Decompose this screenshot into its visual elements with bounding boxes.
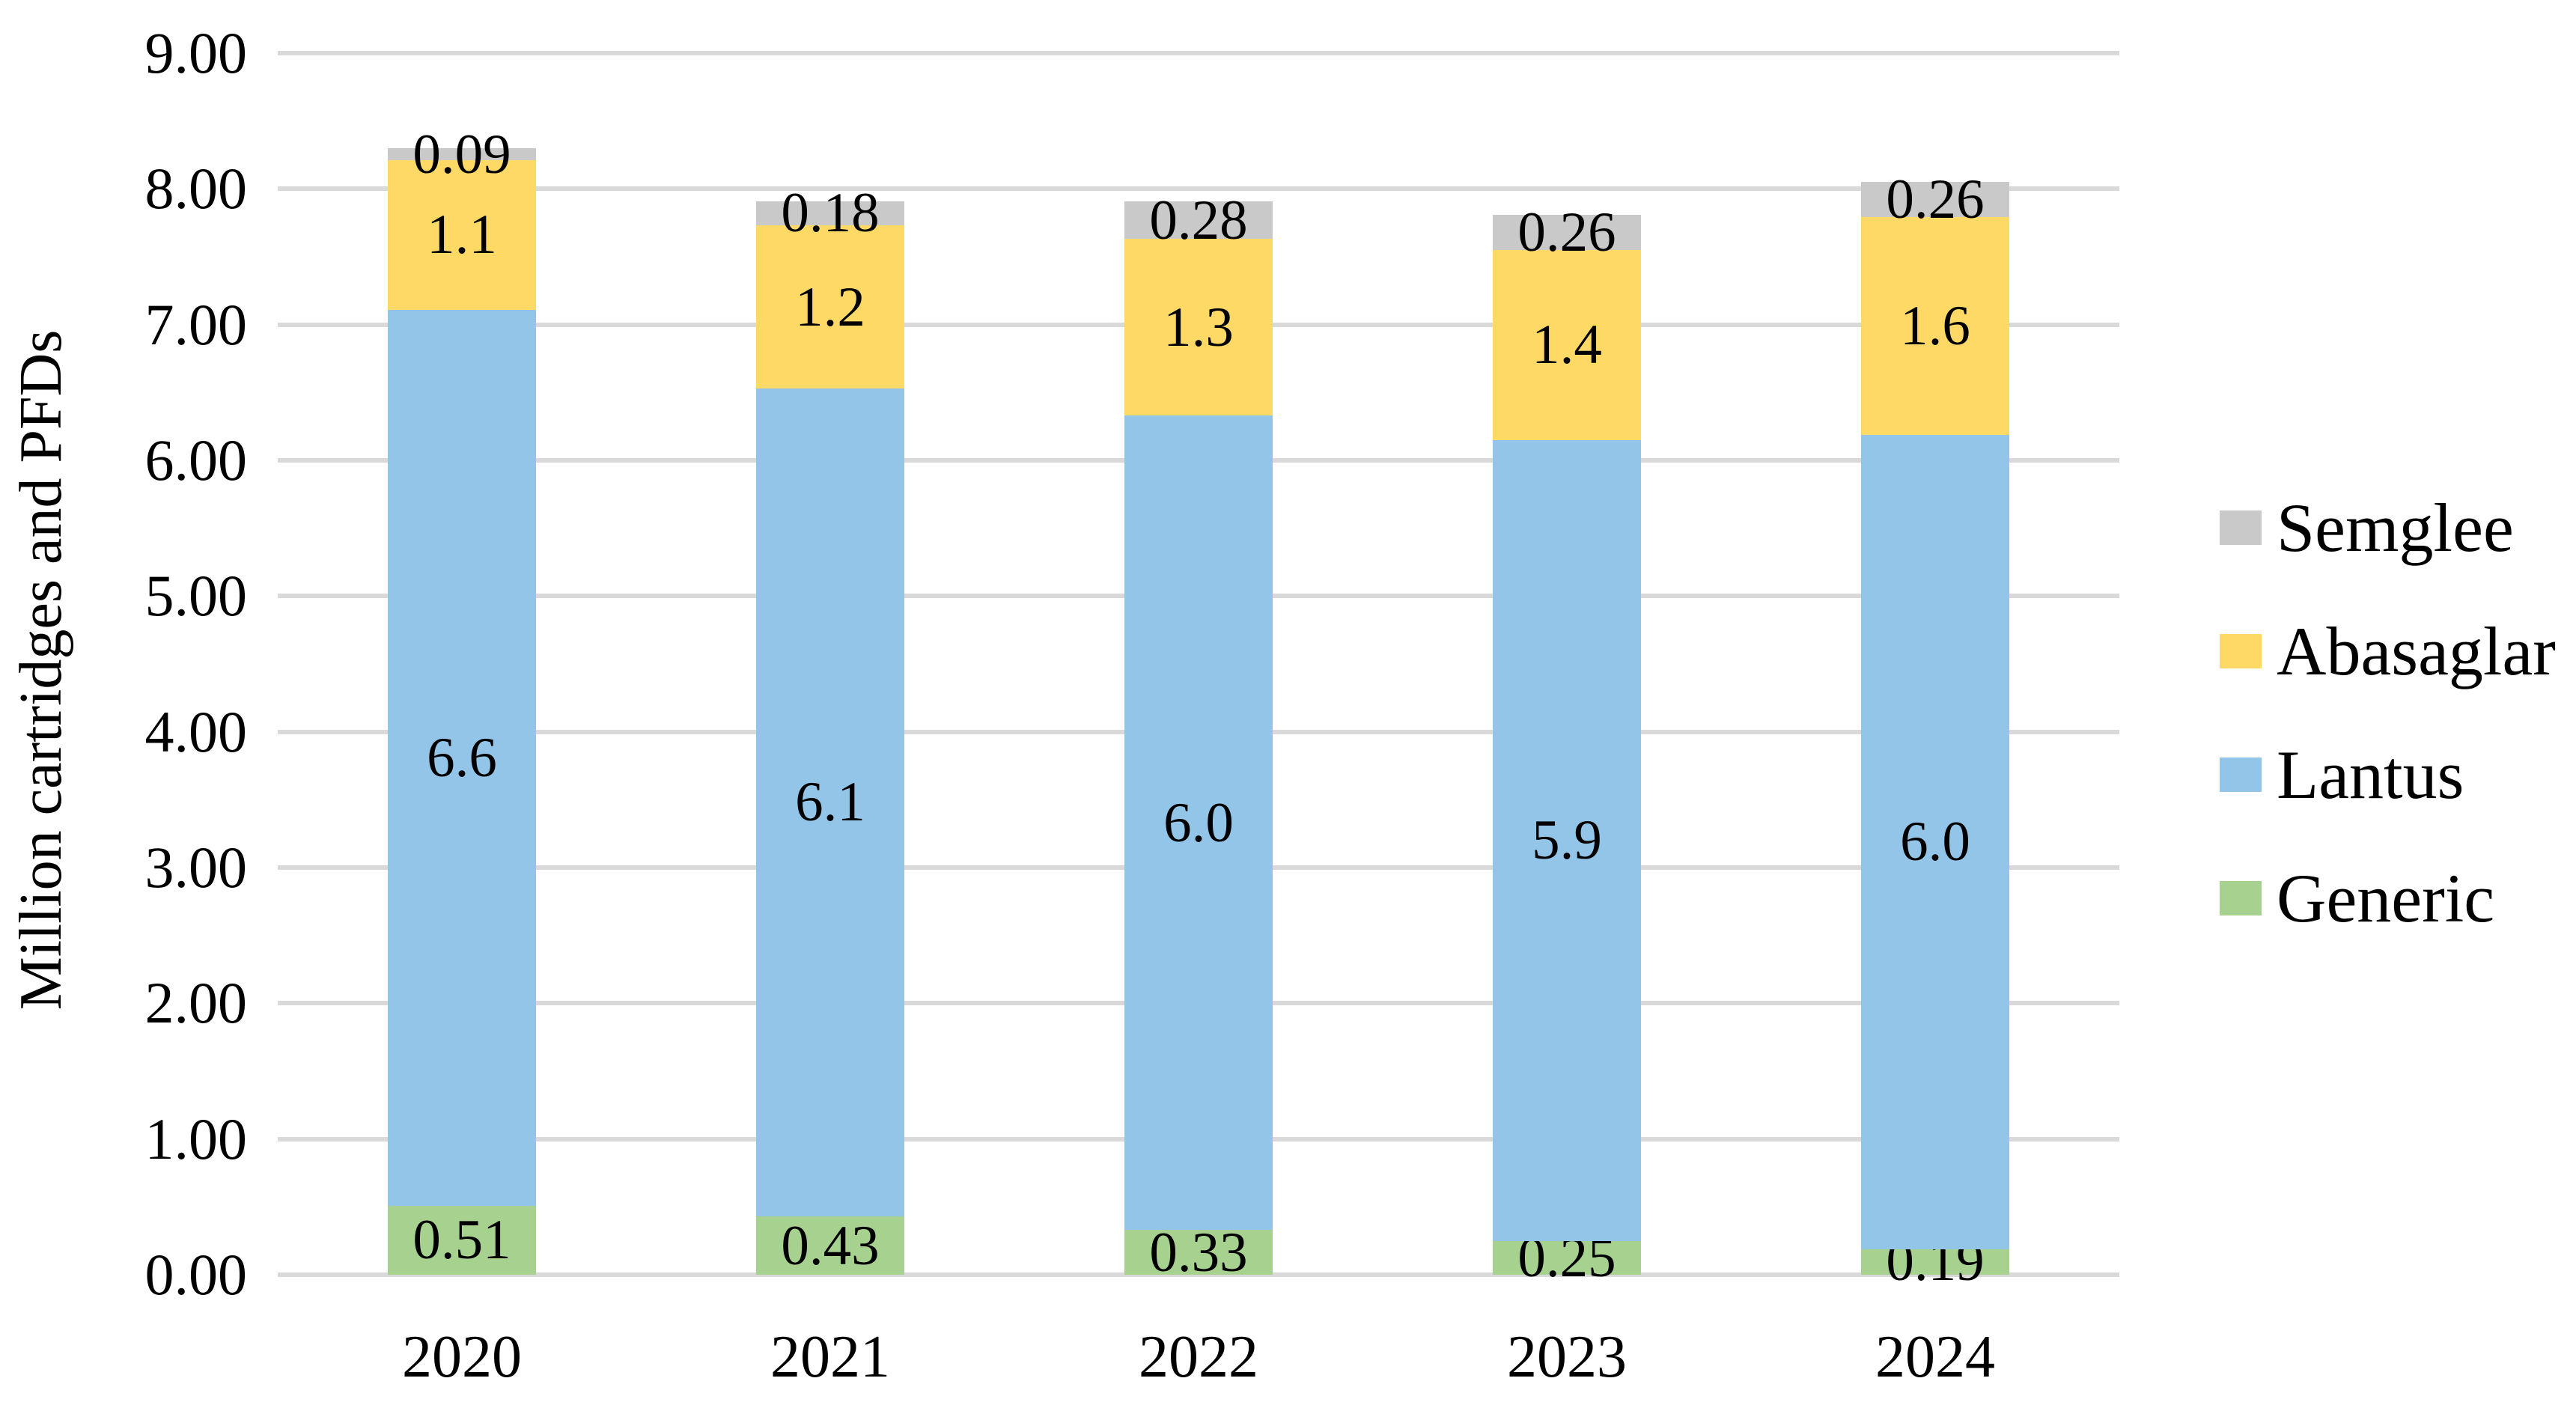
- legend-label-generic: Generic: [2277, 860, 2495, 936]
- data-label-generic-2021: 0.43: [781, 1214, 880, 1277]
- legend-swatch-lantus: [2220, 758, 2262, 792]
- bar-segment-lantus-2020: 6.6: [388, 309, 536, 1206]
- bar-segment-semglee-2024: 0.26: [1861, 171, 2009, 228]
- data-label-abasaglar-2023: 1.4: [1532, 314, 1602, 377]
- bar-segment-abasaglar-2024: 1.6: [1861, 217, 2009, 435]
- bar-segment-generic-2022: 0.33: [1124, 1225, 1273, 1281]
- x-tick-label-2021: 2021: [770, 1324, 890, 1390]
- data-label-semglee-2024: 0.26: [1886, 168, 1985, 231]
- bar-segment-semglee-2023: 0.26: [1493, 204, 1641, 260]
- bar-segment-generic-2021: 0.43: [756, 1216, 904, 1275]
- x-tick-label-2024: 2024: [1875, 1324, 1995, 1390]
- data-label-generic-2022: 0.33: [1149, 1221, 1248, 1284]
- legend-swatch-abasaglar: [2220, 634, 2262, 668]
- gridline-0.00: [278, 1273, 2119, 1277]
- bar-segment-lantus-2021: 6.1: [756, 388, 904, 1217]
- y-tick-label-2.00: 2.00: [144, 970, 248, 1036]
- gridline-9.00: [278, 51, 2119, 55]
- y-tick-label-6.00: 6.00: [144, 427, 248, 493]
- y-tick-label-3.00: 3.00: [144, 835, 248, 900]
- bar-segment-lantus-2023: 5.9: [1493, 439, 1641, 1241]
- data-label-semglee-2023: 0.26: [1517, 201, 1616, 263]
- data-label-semglee-2022: 0.28: [1149, 189, 1248, 252]
- bar-segment-semglee-2020: 0.09: [388, 127, 536, 183]
- x-tick-label-2020: 2020: [402, 1324, 522, 1390]
- bar-segment-semglee-2021: 0.18: [756, 185, 904, 241]
- bar-segment-semglee-2022: 0.28: [1124, 192, 1273, 249]
- data-label-lantus-2023: 5.9: [1532, 809, 1602, 872]
- y-tick-label-1.00: 1.00: [144, 1106, 248, 1171]
- data-label-abasaglar-2021: 1.2: [795, 275, 865, 338]
- data-label-semglee-2020: 0.09: [412, 123, 511, 186]
- legend-swatch-semglee: [2220, 510, 2262, 545]
- data-label-lantus-2024: 6.0: [1900, 811, 1970, 874]
- bar-segment-abasaglar-2022: 1.3: [1124, 239, 1273, 416]
- legend-label-lantus: Lantus: [2277, 737, 2464, 813]
- bar-segment-abasaglar-2021: 1.2: [756, 225, 904, 388]
- bar-segment-abasaglar-2020: 1.1: [388, 160, 536, 310]
- data-label-generic-2020: 0.51: [412, 1209, 511, 1272]
- data-label-abasaglar-2024: 1.6: [1900, 294, 1970, 357]
- y-tick-label-4.00: 4.00: [144, 698, 248, 764]
- data-label-lantus-2021: 6.1: [795, 771, 865, 834]
- y-tick-label-9.00: 9.00: [144, 20, 248, 85]
- y-tick-label-0.00: 0.00: [144, 1242, 248, 1307]
- gridline-8.00: [278, 186, 2119, 192]
- x-tick-label-2022: 2022: [1139, 1324, 1258, 1390]
- legend-label-abasaglar: Abasaglar: [2277, 613, 2556, 689]
- y-tick-label-7.00: 7.00: [144, 291, 248, 357]
- bar-segment-generic-2024: 0.19: [1861, 1234, 2009, 1290]
- data-label-abasaglar-2022: 1.3: [1163, 296, 1234, 359]
- data-label-lantus-2020: 6.6: [427, 726, 497, 789]
- bar-segment-abasaglar-2023: 1.4: [1493, 249, 1641, 440]
- bar-segment-lantus-2022: 6.0: [1124, 415, 1273, 1231]
- data-label-lantus-2022: 6.0: [1163, 791, 1234, 854]
- data-label-abasaglar-2020: 1.1: [427, 204, 497, 266]
- legend-swatch-generic: [2220, 881, 2262, 915]
- bar-segment-generic-2023: 0.25: [1493, 1230, 1641, 1286]
- x-tick-label-2023: 2023: [1507, 1324, 1627, 1390]
- bar-segment-generic-2020: 0.51: [388, 1205, 536, 1275]
- y-tick-label-8.00: 8.00: [144, 156, 248, 222]
- bar-segment-lantus-2024: 6.0: [1861, 434, 2009, 1249]
- legend-label-semglee: Semglee: [2277, 490, 2514, 566]
- data-label-semglee-2021: 0.18: [781, 182, 880, 245]
- y-tick-label-5.00: 5.00: [144, 563, 248, 629]
